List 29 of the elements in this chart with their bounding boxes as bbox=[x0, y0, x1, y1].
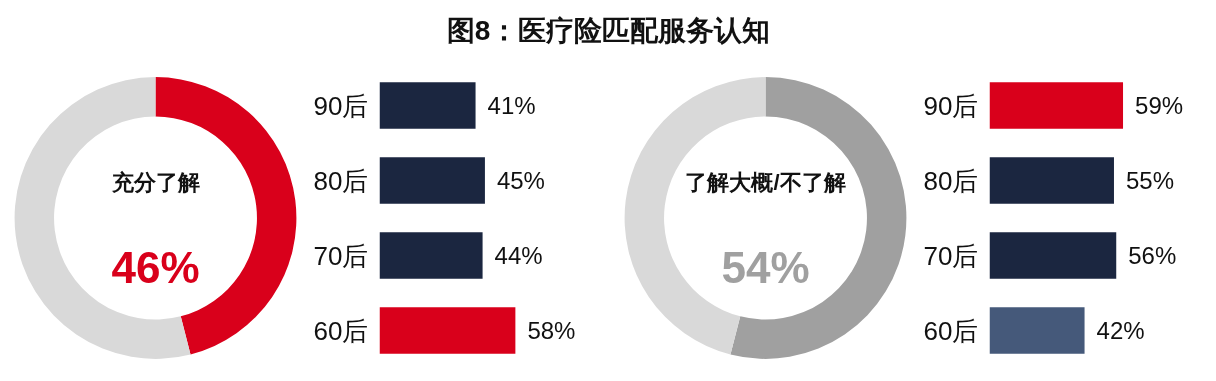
data-label: 56% bbox=[1128, 242, 1177, 269]
data-label: 54% bbox=[721, 242, 810, 292]
data-label: 46% bbox=[111, 242, 200, 292]
text: 图8：医疗险匹配服务认知 bbox=[446, 15, 771, 46]
bar bbox=[989, 157, 1114, 204]
y-tick-label: 70后 bbox=[313, 240, 369, 271]
y-tick-label: 70后 bbox=[923, 240, 979, 271]
data-label: 42% bbox=[1096, 317, 1145, 344]
slice-label: 了解大概/不了解 bbox=[685, 170, 846, 196]
y-tick-label: 80后 bbox=[313, 165, 369, 196]
data-label: 59% bbox=[1135, 92, 1184, 119]
slice-label: 充分了解 bbox=[110, 170, 200, 196]
data-label: 45% bbox=[496, 167, 545, 194]
y-tick-label: 60后 bbox=[313, 315, 369, 346]
bar bbox=[379, 307, 516, 354]
y-tick-label: 60后 bbox=[923, 315, 979, 346]
bar bbox=[379, 82, 476, 129]
data-label: 41% bbox=[487, 92, 536, 119]
bar bbox=[989, 307, 1085, 354]
bar bbox=[379, 157, 485, 204]
y-tick-label: 90后 bbox=[923, 90, 979, 121]
y-tick-label: 90后 bbox=[313, 90, 369, 121]
bar bbox=[989, 82, 1124, 129]
y-tick-label: 80后 bbox=[923, 165, 979, 196]
data-label: 55% bbox=[1125, 167, 1175, 194]
data-label: 44% bbox=[494, 242, 543, 269]
data-label: 58% bbox=[527, 317, 576, 344]
bar bbox=[989, 232, 1117, 279]
bar bbox=[379, 232, 483, 279]
